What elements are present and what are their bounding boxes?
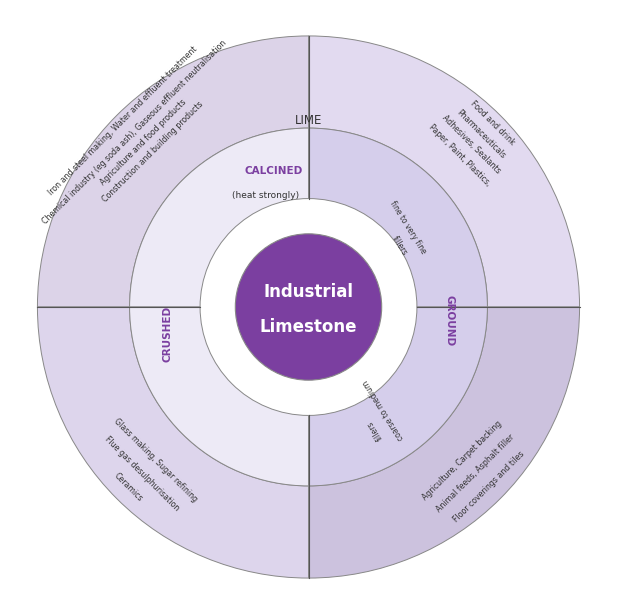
Wedge shape — [130, 307, 308, 486]
Text: Glass making, Sugar refining: Glass making, Sugar refining — [112, 417, 199, 504]
Text: Pharmaceuticals: Pharmaceuticals — [455, 108, 507, 161]
Wedge shape — [308, 307, 487, 486]
Text: Agriculture and food products: Agriculture and food products — [99, 98, 188, 187]
Text: Iron and steel making, Water and effluent treatment: Iron and steel making, Water and effluen… — [46, 45, 199, 197]
Wedge shape — [308, 128, 487, 307]
Wedge shape — [38, 36, 308, 307]
Wedge shape — [38, 307, 308, 578]
Text: Industrial: Industrial — [263, 283, 354, 301]
Text: CRUSHED: CRUSHED — [162, 306, 173, 362]
Text: Chemical industry (eg soda ash), Gaseous effluent neutralisation: Chemical industry (eg soda ash), Gaseous… — [40, 39, 228, 227]
Text: fine to very fine: fine to very fine — [387, 199, 428, 255]
Text: GROUND: GROUND — [444, 295, 455, 346]
Wedge shape — [308, 36, 579, 307]
Text: CALCINED: CALCINED — [244, 166, 302, 176]
Wedge shape — [130, 128, 308, 307]
Text: Agriculture, Carpet backing: Agriculture, Carpet backing — [420, 419, 503, 502]
Text: Adhesives, Sealants: Adhesives, Sealants — [441, 113, 502, 175]
Text: Construction and building products: Construction and building products — [101, 99, 205, 204]
Text: Food and drink: Food and drink — [468, 99, 516, 147]
Circle shape — [235, 234, 382, 380]
Text: LIME: LIME — [295, 114, 322, 126]
Text: fillers: fillers — [365, 419, 384, 442]
Wedge shape — [308, 307, 579, 578]
Text: coarse to medium: coarse to medium — [361, 378, 405, 441]
Text: Paper, Paint, Plastics,: Paper, Paint, Plastics, — [427, 123, 492, 188]
Text: fillers: fillers — [390, 235, 409, 257]
Text: Animal feeds, Asphalt filler: Animal feeds, Asphalt filler — [434, 433, 516, 515]
Text: Limestone: Limestone — [260, 318, 357, 336]
Text: (heat strongly): (heat strongly) — [231, 192, 299, 200]
Text: Floor coverings and tiles: Floor coverings and tiles — [452, 450, 526, 524]
Text: Ceramics: Ceramics — [112, 471, 144, 503]
Text: Flue gas desulphurisation: Flue gas desulphurisation — [103, 435, 181, 513]
